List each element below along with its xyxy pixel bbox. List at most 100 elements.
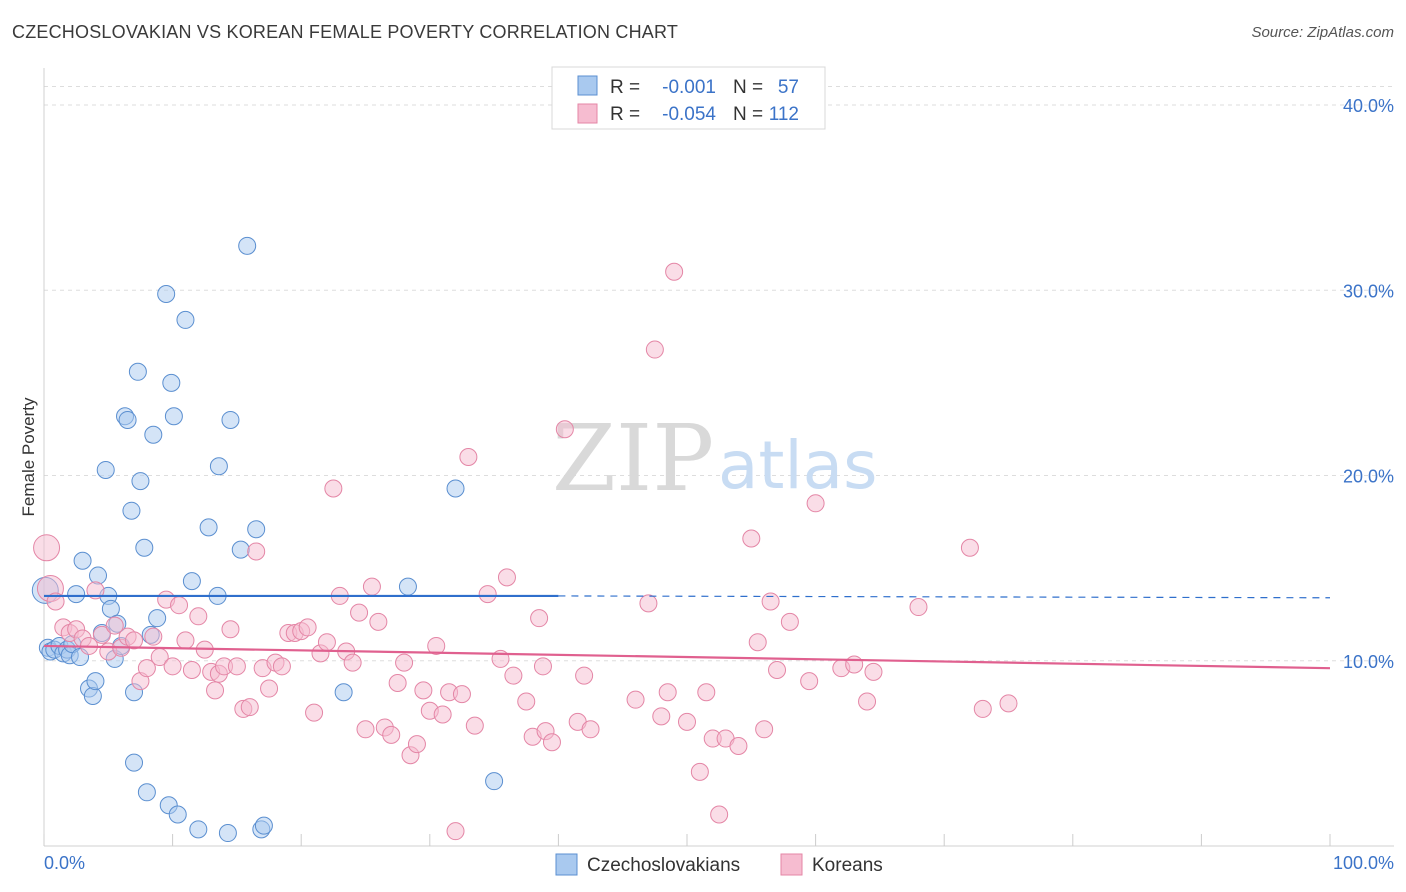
- czech-point-27: [128, 362, 147, 381]
- korean-point-52: [362, 577, 381, 596]
- czech-point-41: [189, 820, 208, 839]
- korean-point-23: [182, 661, 201, 680]
- korean-point-22: [176, 631, 195, 650]
- korean-point-79: [555, 420, 574, 439]
- czech-point-23: [118, 410, 137, 429]
- korean-trend-line: [43, 644, 1331, 670]
- korean-point-50: [350, 603, 369, 622]
- korean-point-36: [260, 679, 279, 698]
- y-tick-label-30: 30.0%: [1343, 281, 1394, 301]
- czech-point-30: [137, 783, 156, 802]
- korean-point-33: [240, 698, 259, 717]
- czech-point-13: [86, 672, 105, 691]
- grid-lines: [44, 86, 1394, 662]
- korean-point-78: [542, 733, 561, 752]
- korean-point-69: [478, 585, 497, 604]
- y-axis-label: Female Poverty: [19, 397, 38, 517]
- czech-point-44: [209, 457, 228, 476]
- korean-point-31: [227, 657, 246, 676]
- korean-point-43: [305, 703, 324, 722]
- stats-n-value-czech: 57: [778, 77, 799, 98]
- czech-point-10: [73, 551, 92, 570]
- korean-point-100: [768, 661, 787, 680]
- korean-point-30: [221, 620, 240, 639]
- korean-point-9: [92, 625, 111, 644]
- korean-point-45: [317, 633, 336, 652]
- korean-point-34: [247, 542, 266, 561]
- korean-point-110: [973, 699, 992, 718]
- czech-point-12: [83, 686, 102, 705]
- czech-point-54: [446, 479, 465, 498]
- czech-point-29: [135, 538, 154, 557]
- y-tick-label-10: 10.0%: [1343, 652, 1394, 672]
- korean-point-53: [369, 612, 388, 631]
- czech-point-34: [157, 284, 176, 303]
- watermark-zip: ZIP: [552, 405, 714, 512]
- korean-point-73: [517, 692, 536, 711]
- korean-point-72: [504, 666, 523, 685]
- korean-point-111: [999, 694, 1018, 713]
- korean-point-103: [806, 494, 825, 513]
- legend-label-korean: Koreans: [812, 855, 883, 876]
- korean-point-91: [697, 683, 716, 702]
- stats-r-value-korean: -0.054: [662, 104, 716, 125]
- czech-point-26: [125, 753, 144, 772]
- korean-points: [33, 262, 1018, 841]
- y-tick-label-20: 20.0%: [1343, 467, 1394, 487]
- stats-n-label-korean: N =: [733, 104, 763, 125]
- korean-point-56: [388, 673, 407, 692]
- czech-point-42: [199, 518, 218, 537]
- legend-swatch-czech: [555, 853, 578, 876]
- korean-point-24: [189, 607, 208, 626]
- korean-point-93: [710, 805, 729, 824]
- korean-point-59: [407, 735, 426, 754]
- czech-point-52: [334, 683, 353, 702]
- korean-point-95: [729, 736, 748, 755]
- korean-point-84: [639, 594, 658, 613]
- x-axis-ticks: [43, 834, 1331, 846]
- korean-point-17: [144, 627, 163, 646]
- korean-point-105: [845, 655, 864, 674]
- korean-point-0: [33, 534, 61, 562]
- korean-point-88: [665, 262, 684, 281]
- korean-point-49: [343, 653, 362, 672]
- series-legend: Czechoslovakians Koreans: [555, 853, 883, 876]
- legend-swatch-korean: [780, 853, 803, 876]
- czech-point-33: [148, 609, 167, 628]
- korean-point-51: [356, 720, 375, 739]
- czech-points: [31, 236, 504, 843]
- y-axis-tick-labels: 10.0% 20.0% 30.0% 40.0%: [1343, 96, 1394, 672]
- korean-point-21: [170, 596, 189, 615]
- korean-point-55: [382, 725, 401, 744]
- korean-point-83: [626, 690, 645, 709]
- czech-point-45: [218, 824, 237, 843]
- korean-point-109: [960, 538, 979, 557]
- korean-point-46: [324, 479, 343, 498]
- czech-point-51: [254, 816, 273, 835]
- czech-point-18: [101, 599, 120, 618]
- stats-legend-swatch-korean: [577, 103, 598, 124]
- legend-label-czech: Czechoslovakians: [587, 855, 740, 876]
- korean-point-97: [748, 633, 767, 652]
- czech-point-28: [131, 472, 150, 491]
- korean-point-76: [533, 657, 552, 676]
- korean-point-63: [433, 705, 452, 724]
- stats-r-label-korean: R =: [610, 104, 640, 125]
- x-tick-label-min: 0.0%: [44, 853, 85, 873]
- czech-point-53: [398, 577, 417, 596]
- korean-point-102: [800, 672, 819, 691]
- czech-point-55: [485, 772, 504, 791]
- korean-point-67: [459, 448, 478, 466]
- czech-point-24: [122, 501, 141, 520]
- korean-point-96: [742, 529, 761, 548]
- korean-point-2: [46, 592, 65, 611]
- korean-point-14: [125, 631, 144, 650]
- korean-point-108: [909, 598, 928, 617]
- czech-point-40: [182, 572, 201, 591]
- watermark-atlas: atlas: [718, 427, 878, 504]
- korean-point-101: [780, 612, 799, 631]
- source-label: Source: ZipAtlas.com: [1251, 24, 1394, 41]
- y-tick-label-40: 40.0%: [1343, 96, 1394, 116]
- korean-point-98: [755, 720, 774, 739]
- korean-point-66: [452, 685, 471, 704]
